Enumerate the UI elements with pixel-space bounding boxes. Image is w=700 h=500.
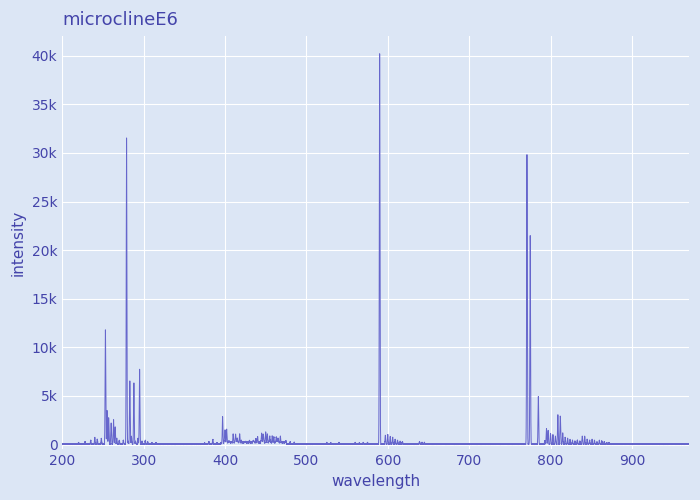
Text: microclineE6: microclineE6 (62, 11, 178, 29)
X-axis label: wavelength: wavelength (331, 474, 420, 489)
Y-axis label: intensity: intensity (11, 210, 26, 276)
